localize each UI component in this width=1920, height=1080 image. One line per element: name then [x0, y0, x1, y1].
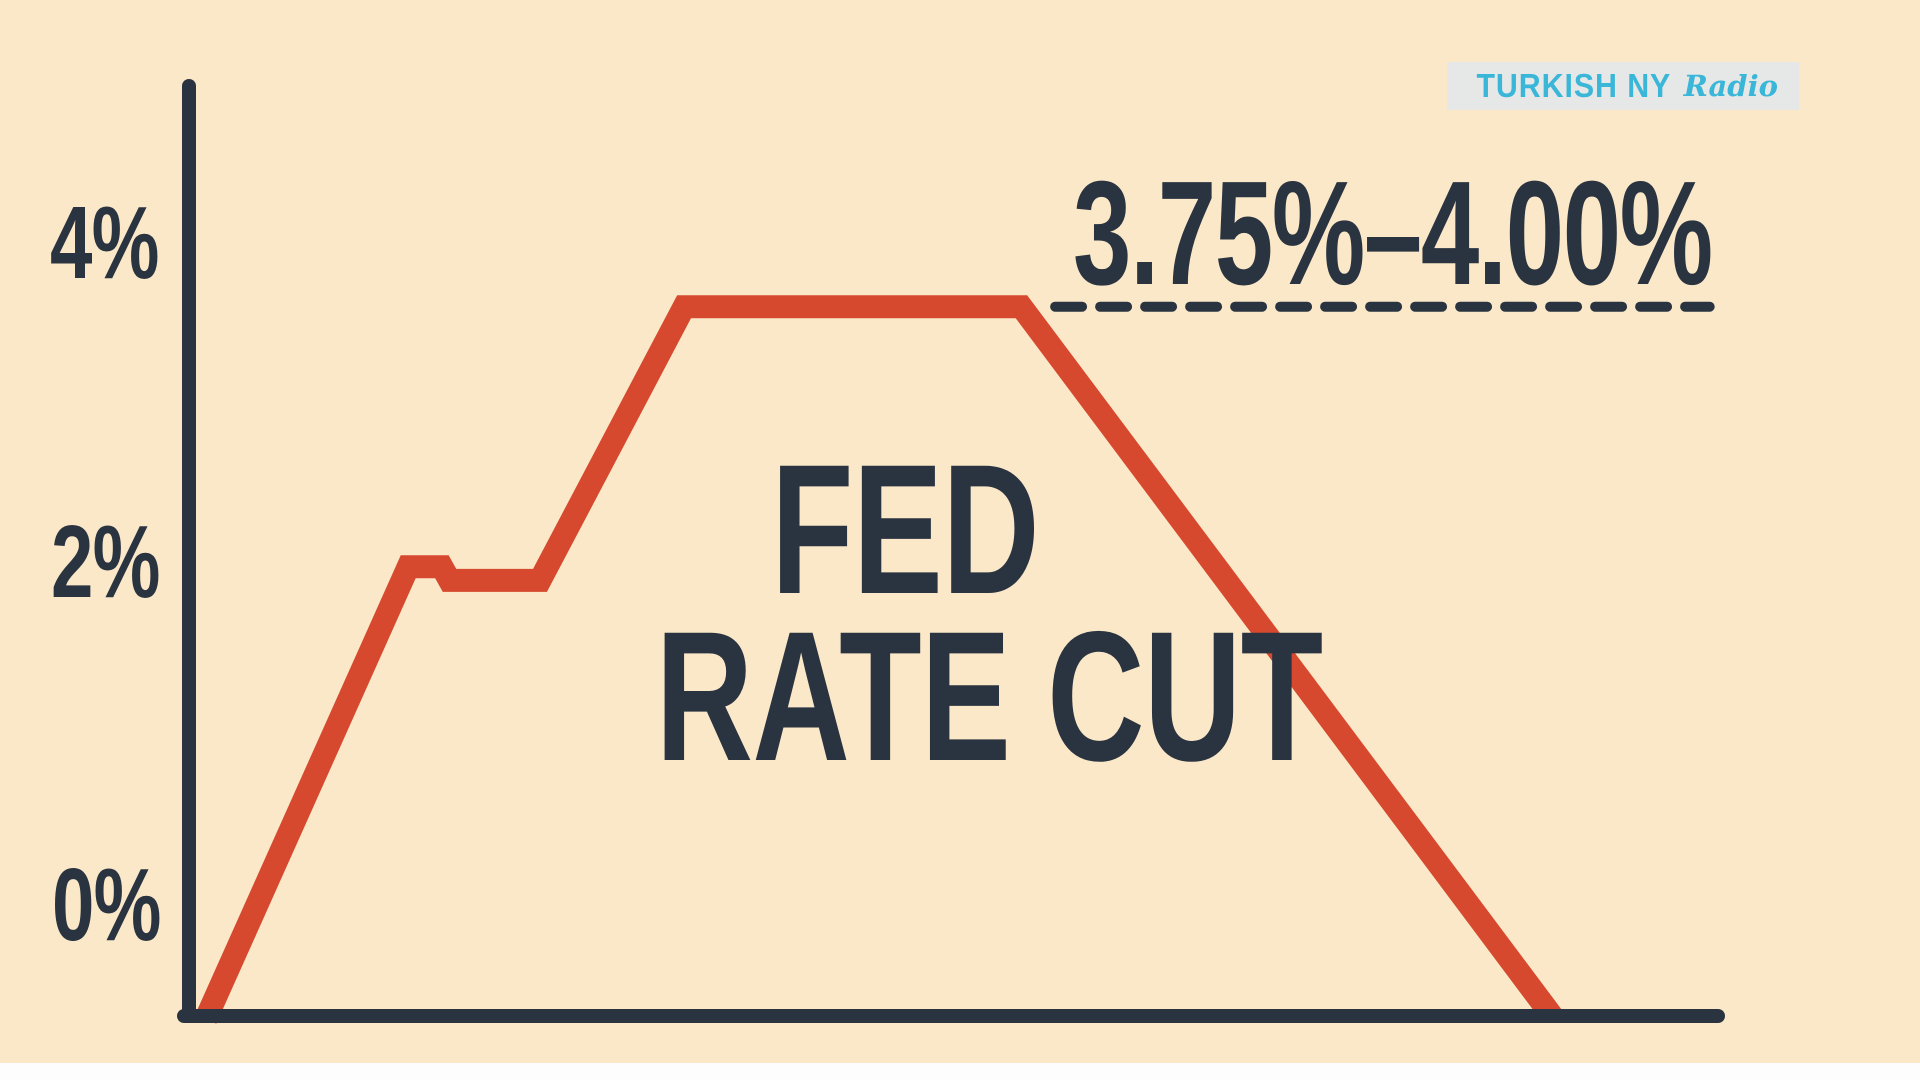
- bottom-white-strip: [0, 1063, 1920, 1080]
- logo-script-text: Radio: [1683, 69, 1778, 103]
- y-axis-label-0-percent: 0%: [52, 847, 161, 962]
- y-axis-label-4-percent: 4%: [50, 185, 159, 300]
- logo-badge: TURKISH NY Radio: [1447, 62, 1799, 110]
- target-range-label: 3.75%–4.00%: [1073, 151, 1713, 316]
- rate-line: [195, 295, 1562, 1024]
- chart-title-line-1: FED: [771, 427, 1040, 633]
- y-axis-label-2-percent: 2%: [51, 504, 160, 619]
- chart-title-line-2: RATE CUT: [655, 594, 1324, 800]
- logo-text: TURKISH NY: [1476, 67, 1672, 104]
